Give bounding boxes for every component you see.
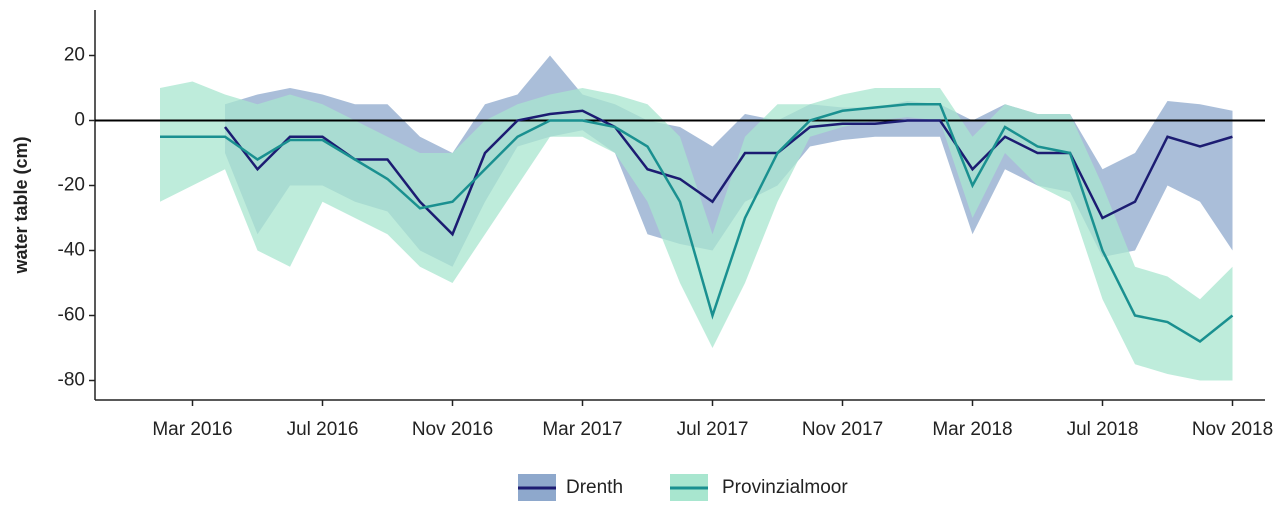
y-tick-label: 20 bbox=[64, 45, 85, 66]
x-tick-label: Mar 2017 bbox=[542, 419, 622, 440]
y-tick-label: -60 bbox=[58, 305, 85, 326]
x-tick-label: Jul 2018 bbox=[1067, 419, 1139, 440]
legend-label: Drenth bbox=[566, 477, 623, 498]
x-tick-label: Jul 2016 bbox=[287, 419, 359, 440]
x-tick-label: Mar 2018 bbox=[932, 419, 1012, 440]
legend-label: Provinzialmoor bbox=[722, 477, 848, 498]
x-tick-label: Nov 2017 bbox=[802, 419, 883, 440]
x-tick-label: Nov 2016 bbox=[412, 419, 493, 440]
x-tick-label: Jul 2017 bbox=[677, 419, 749, 440]
y-tick-label: 0 bbox=[74, 110, 85, 131]
y-tick-label: -80 bbox=[58, 370, 85, 391]
band bbox=[160, 81, 1233, 381]
series-line bbox=[160, 103, 1234, 344]
x-tick-label: Mar 2016 bbox=[152, 419, 232, 440]
x-tick-label: Nov 2018 bbox=[1192, 419, 1273, 440]
y-tick-label: -40 bbox=[58, 240, 85, 261]
y-tick-label: -20 bbox=[58, 175, 85, 196]
y-axis-label: water table (cm) bbox=[11, 136, 31, 274]
